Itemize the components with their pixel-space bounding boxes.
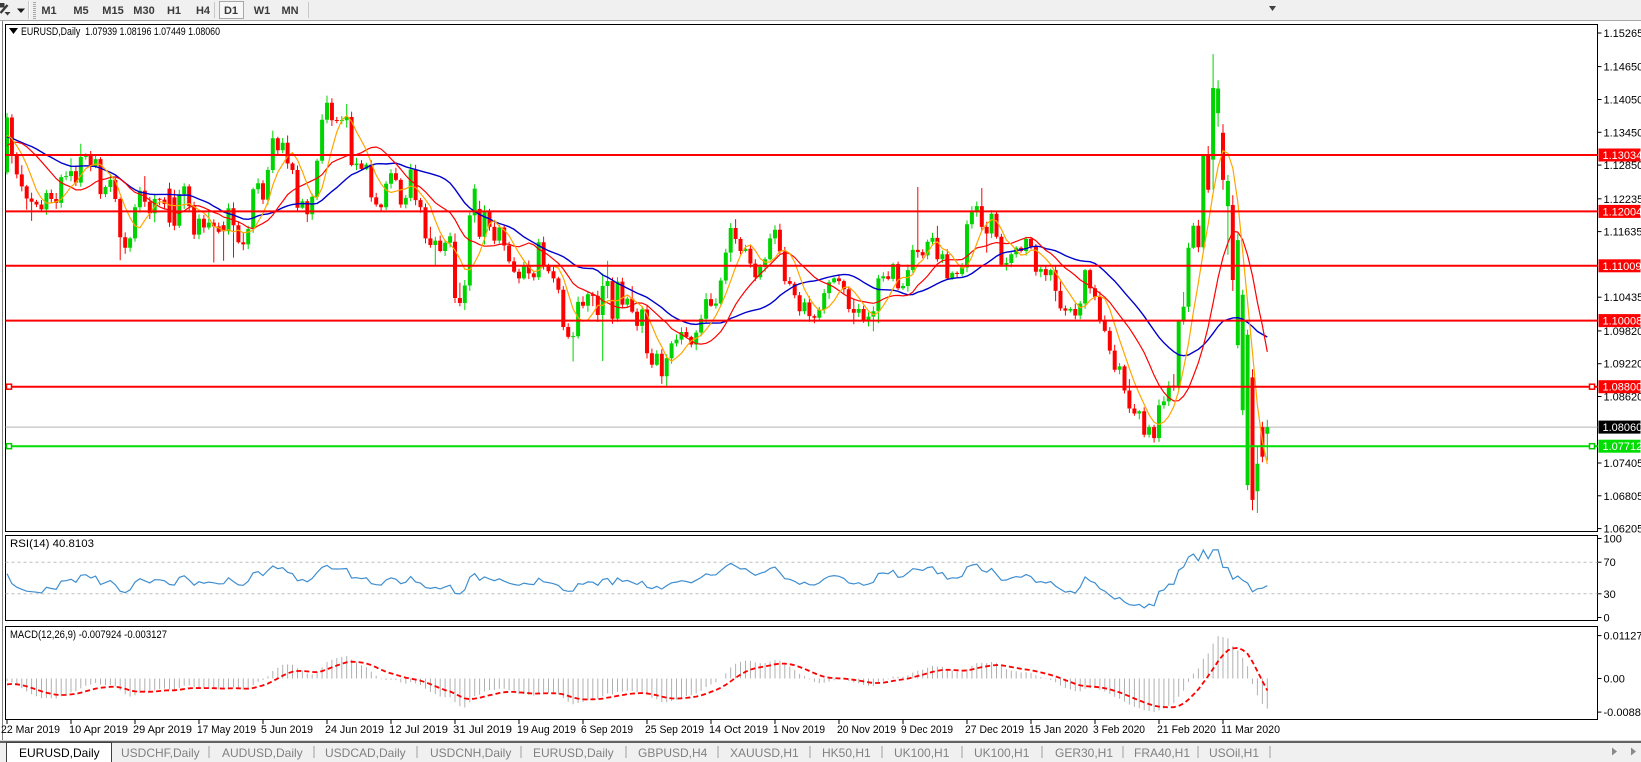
svg-text:RSI(14) 40.8103: RSI(14) 40.8103 — [10, 538, 94, 550]
svg-text:MN: MN — [281, 5, 298, 17]
svg-text:25 Sep 2019: 25 Sep 2019 — [645, 724, 704, 736]
svg-text:22 Mar 2019: 22 Mar 2019 — [1, 724, 60, 736]
svg-text:1.13034: 1.13034 — [1603, 150, 1641, 162]
svg-text:19 Aug 2019: 19 Aug 2019 — [517, 724, 576, 736]
svg-text:FRA40,H1: FRA40,H1 — [1134, 746, 1190, 760]
svg-text:M5: M5 — [73, 5, 88, 17]
svg-text:USDCAD,Daily: USDCAD,Daily — [325, 746, 406, 760]
svg-text:USDCNH,Daily: USDCNH,Daily — [430, 746, 511, 760]
svg-text:30: 30 — [1604, 589, 1616, 601]
svg-text:GBPUSD,H4: GBPUSD,H4 — [638, 746, 708, 760]
svg-text:1.15265: 1.15265 — [1604, 28, 1641, 40]
svg-text:1.12235: 1.12235 — [1604, 194, 1641, 206]
svg-text:100: 100 — [1604, 534, 1622, 546]
svg-text:EURUSD,Daily 1.07939 1.08196: EURUSD,Daily 1.07939 1.08196 1.07449 1.0… — [21, 26, 220, 38]
svg-text:21 Feb 2020: 21 Feb 2020 — [1157, 724, 1216, 736]
svg-text:1.11635: 1.11635 — [1604, 227, 1641, 239]
svg-text:M1: M1 — [41, 5, 56, 17]
svg-text:1.12004: 1.12004 — [1603, 206, 1641, 218]
svg-text:24 Jun 2019: 24 Jun 2019 — [325, 724, 384, 736]
svg-text:12 Jul 2019: 12 Jul 2019 — [389, 724, 448, 736]
svg-text:1.10008: 1.10008 — [1603, 316, 1641, 328]
svg-text:M15: M15 — [102, 5, 123, 17]
svg-text:1.12850: 1.12850 — [1604, 160, 1641, 172]
svg-text:1.11009: 1.11009 — [1603, 261, 1641, 273]
svg-text:10 Apr 2019: 10 Apr 2019 — [69, 724, 128, 736]
svg-text:29 Apr 2019: 29 Apr 2019 — [133, 724, 192, 736]
svg-text:17 May 2019: 17 May 2019 — [197, 724, 256, 736]
svg-text:-0.008845: -0.008845 — [1604, 707, 1641, 719]
svg-text:11 Mar 2020: 11 Mar 2020 — [1221, 724, 1280, 736]
svg-text:1.08800: 1.08800 — [1603, 382, 1641, 394]
svg-text:GER30,H1: GER30,H1 — [1055, 746, 1113, 760]
svg-text:31 Jul 2019: 31 Jul 2019 — [453, 724, 512, 736]
svg-text:70: 70 — [1604, 557, 1616, 569]
svg-text:1.10435: 1.10435 — [1604, 292, 1641, 304]
svg-text:27 Dec 2019: 27 Dec 2019 — [965, 724, 1024, 736]
svg-text:H4: H4 — [196, 5, 211, 17]
svg-text:1 Nov 2019: 1 Nov 2019 — [773, 724, 825, 736]
svg-text:6 Sep 2019: 6 Sep 2019 — [581, 724, 633, 736]
svg-text:9 Dec 2019: 9 Dec 2019 — [901, 724, 953, 736]
svg-text:1.07405: 1.07405 — [1604, 458, 1641, 470]
svg-text:1.08060: 1.08060 — [1603, 422, 1641, 434]
svg-text:USDCHF,Daily: USDCHF,Daily — [121, 746, 200, 760]
svg-text:UK100,H1: UK100,H1 — [894, 746, 950, 760]
svg-text:H1: H1 — [167, 5, 181, 17]
svg-text:EURUSD,Daily: EURUSD,Daily — [533, 746, 614, 760]
svg-text:M30: M30 — [133, 5, 154, 17]
svg-text:15 Jan 2020: 15 Jan 2020 — [1029, 724, 1088, 736]
svg-text:UK100,H1: UK100,H1 — [974, 746, 1030, 760]
svg-text:EURUSD,Daily: EURUSD,Daily — [19, 746, 100, 760]
svg-text:1.06805: 1.06805 — [1604, 491, 1641, 503]
svg-text:1.07712: 1.07712 — [1603, 441, 1641, 453]
svg-text:20 Nov 2019: 20 Nov 2019 — [837, 724, 896, 736]
svg-text:AUDUSD,Daily: AUDUSD,Daily — [222, 746, 303, 760]
svg-text:1.14650: 1.14650 — [1604, 62, 1641, 74]
svg-text:1.09820: 1.09820 — [1604, 326, 1641, 338]
svg-text:W1: W1 — [254, 5, 271, 17]
svg-text:5 Jun 2019: 5 Jun 2019 — [261, 724, 313, 736]
svg-text:1.13450: 1.13450 — [1604, 127, 1641, 139]
svg-text:HK50,H1: HK50,H1 — [822, 746, 871, 760]
svg-text:XAUUSD,H1: XAUUSD,H1 — [730, 746, 799, 760]
svg-text:MACD(12,26,9) -0.007924 -0.003: MACD(12,26,9) -0.007924 -0.003127 — [10, 629, 167, 641]
svg-text:0.00: 0.00 — [1604, 674, 1625, 686]
svg-text:USOil,H1: USOil,H1 — [1209, 746, 1259, 760]
svg-text:1.09220: 1.09220 — [1604, 359, 1641, 371]
svg-text:14 Oct 2019: 14 Oct 2019 — [709, 724, 768, 736]
svg-text:0: 0 — [1604, 613, 1610, 625]
svg-text:3 Feb 2020: 3 Feb 2020 — [1093, 724, 1145, 736]
svg-text:0.011277: 0.011277 — [1604, 631, 1641, 643]
svg-text:1.08620: 1.08620 — [1604, 392, 1641, 404]
svg-text:1.06205: 1.06205 — [1604, 524, 1641, 536]
svg-text:1.14050: 1.14050 — [1604, 95, 1641, 107]
svg-text:D1: D1 — [224, 5, 238, 17]
